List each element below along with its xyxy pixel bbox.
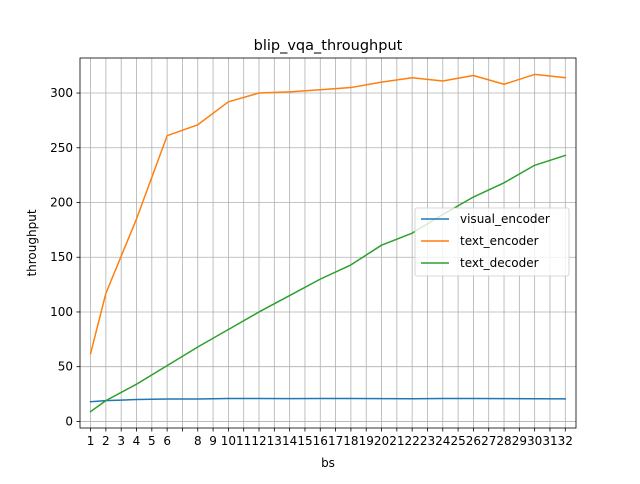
series-layer xyxy=(89,73,567,413)
x-tick-label: 11 xyxy=(236,434,251,448)
y-tick-label: 0 xyxy=(65,414,73,428)
x-axis-label: bs xyxy=(321,456,335,470)
x-tick-label: 1 xyxy=(87,434,95,448)
y-axis-label: throughput xyxy=(25,209,39,276)
x-tick-label: 26 xyxy=(466,434,481,448)
series-line-text-decoder xyxy=(89,154,567,413)
series-line-text-encoder xyxy=(89,73,567,355)
legend-label-text-encoder: text_encoder xyxy=(460,234,539,248)
y-tick-label: 100 xyxy=(50,305,73,319)
x-tick-label: 16 xyxy=(313,434,328,448)
x-tick-label: 28 xyxy=(496,434,511,448)
plot-frame xyxy=(79,57,577,429)
x-tick-label: 6 xyxy=(163,434,171,448)
x-tick-label: 21 xyxy=(389,434,404,448)
x-tick-label: 5 xyxy=(148,434,156,448)
x-tick-label: 25 xyxy=(450,434,465,448)
x-tick-label: 14 xyxy=(282,434,297,448)
x-tick-label: 29 xyxy=(512,434,527,448)
legend-box xyxy=(414,207,570,277)
x-tick-label: 8 xyxy=(194,434,202,448)
x-tick-label: 10 xyxy=(221,434,236,448)
x-tick-label: 20 xyxy=(374,434,389,448)
y-tick-label: 150 xyxy=(50,250,73,264)
x-tick-label: 12 xyxy=(251,434,266,448)
x-tick-label: 18 xyxy=(343,434,358,448)
x-tick-label: 32 xyxy=(558,434,573,448)
x-tick-label: 31 xyxy=(542,434,557,448)
x-tick-label: 3 xyxy=(117,434,125,448)
grid-layer xyxy=(80,58,576,428)
y-tick-label: 50 xyxy=(58,360,73,374)
x-tick-label: 22 xyxy=(405,434,420,448)
legend-label-text-decoder: text_decoder xyxy=(460,256,539,270)
x-tick-label: 2 xyxy=(102,434,110,448)
tick-layer: 1 2 3 4 5 6 8 9 10 11 12 13 14 15 16 17 18 19 20 21 22 23 24 25… xyxy=(50,86,573,448)
x-tick-label: 27 xyxy=(481,434,496,448)
chart-title: blip_vqa_throughput xyxy=(254,38,403,54)
x-tick-label: 24 xyxy=(435,434,450,448)
series-line-visual-encoder xyxy=(89,397,567,403)
x-tick-label: 19 xyxy=(359,434,374,448)
legend: visual_encoder text_encoder text_decoder xyxy=(414,207,570,277)
y-tick-label: 300 xyxy=(50,86,73,100)
x-tick-label: 15 xyxy=(297,434,312,448)
x-tick-label: 23 xyxy=(420,434,435,448)
x-tick-label: 17 xyxy=(328,434,343,448)
x-tick-label: 30 xyxy=(527,434,542,448)
x-tick-label: 13 xyxy=(267,434,282,448)
y-tick-label: 250 xyxy=(50,141,73,155)
legend-label-visual-encoder: visual_encoder xyxy=(460,212,550,226)
x-tick-label: 4 xyxy=(133,434,141,448)
y-tick-label: 200 xyxy=(50,195,73,209)
x-tick-label: 9 xyxy=(209,434,217,448)
